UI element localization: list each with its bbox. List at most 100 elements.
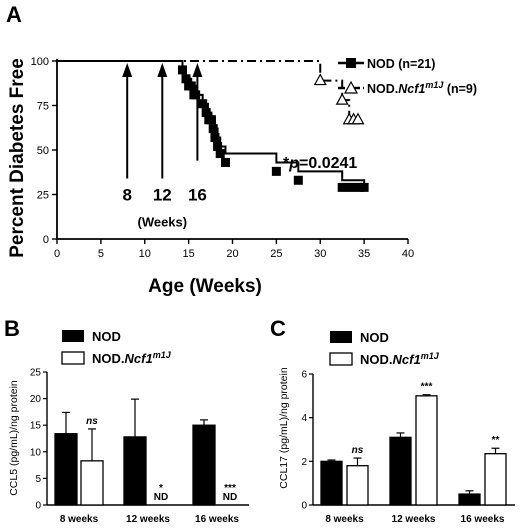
nod-square-marker	[271, 166, 281, 176]
x-tick-label: 5	[98, 248, 104, 260]
panel-a-ticks: 0 5 10 15 20 25 30 35 40 0 25 50 75 100	[31, 56, 414, 260]
p-value-symbol: p	[288, 155, 299, 172]
nod-square-marker	[186, 81, 196, 91]
significance-label: **	[492, 435, 500, 446]
nod-square-marker	[220, 157, 230, 167]
arrow-head	[122, 63, 133, 77]
panel-c-legend: NOD NOD.Ncf1m1J	[329, 330, 440, 367]
category-label: 8 weeks	[325, 514, 364, 525]
ncf1-triangle-marker	[335, 92, 349, 105]
bar-nod	[320, 460, 343, 506]
arrow-week-label: 16	[188, 186, 207, 205]
legend-label-nod: NOD (n=21)	[367, 57, 435, 71]
significance-label: ***	[224, 483, 236, 494]
nod-square-marker	[201, 108, 211, 118]
category-label: 16 weeks	[461, 514, 505, 525]
significance-label: ***	[421, 382, 433, 393]
nod-square-marker	[208, 124, 218, 134]
x-tick-label: 25	[270, 248, 282, 260]
bar-nod	[389, 436, 412, 506]
bar-nod	[458, 493, 481, 506]
panel-c-y-axis-title: CCL17 (pg/mL)/ng protein	[278, 367, 290, 489]
y-tick-label: 0	[301, 501, 307, 512]
x-tick-label: 35	[358, 248, 370, 260]
panel-b-bar-chart: CCL5 (pg/mL)/ng protein 0 5 10 15 20 25 ns 8 we…	[8, 329, 249, 525]
x-tick-label: 0	[54, 248, 60, 260]
not-detected-label: ND	[154, 492, 168, 503]
y-tick-label: 25	[37, 190, 49, 202]
nod-square-marker	[346, 182, 356, 192]
category-label: 12 weeks	[392, 514, 436, 525]
legend-label-ncf1: NOD.Ncf1m1J (n=9)	[367, 80, 477, 96]
y-tick-label: 0	[35, 501, 41, 512]
legend-swatch-ncf1	[61, 351, 85, 365]
nod-square-marker	[191, 90, 201, 100]
nod-square-marker	[181, 74, 191, 84]
significance-label: ns	[352, 445, 364, 456]
nod-square-marker	[177, 65, 187, 75]
y-tick-label: 20	[30, 394, 42, 405]
y-tick-label: 50	[37, 145, 49, 157]
y-tick-label: 10	[30, 447, 42, 458]
y-tick-label: 0	[43, 234, 49, 246]
bar-ncf1	[484, 453, 507, 506]
x-tick-label: 40	[402, 248, 414, 260]
bar-nod	[123, 436, 147, 506]
arrow-head	[192, 63, 203, 77]
y-tick-label: 2	[301, 457, 307, 468]
bar-ncf1	[415, 395, 438, 506]
bar-ncf1	[346, 465, 369, 506]
panel-c-bar-chart: CCL17 (pg/mL)/ng protein 0 2 4 6 ns 8 weeks **…	[278, 330, 515, 525]
y-tick-label: 100	[31, 56, 49, 68]
nod-square-marker	[293, 175, 303, 185]
legend-label-ncf1: NOD.Ncf1m1J	[92, 350, 172, 366]
panel-b-legend: NOD NOD.Ncf1m1J	[61, 329, 172, 366]
y-tick-label: 15	[30, 421, 42, 432]
y-tick-label: 5	[35, 474, 41, 485]
x-tick-label: 10	[139, 248, 151, 260]
y-tick-label: 6	[301, 370, 307, 381]
nod-square-marker	[359, 182, 369, 192]
category-label: 12 weeks	[126, 514, 170, 525]
p-value-number: =0.0241	[299, 155, 357, 172]
nod-square-marker	[206, 115, 216, 125]
nod-square-marker	[213, 141, 223, 151]
legend-swatch-nod	[330, 331, 352, 343]
legend-label-ncf1: NOD.Ncf1m1J	[360, 351, 440, 367]
arrow-caption: (Weeks)	[137, 215, 187, 230]
panel-a-x-axis-title: Age (Weeks)	[148, 276, 262, 297]
y-tick-label: 25	[30, 368, 42, 379]
panel-a-letter: A	[6, 2, 22, 27]
legend-open-triangle-marker	[343, 80, 359, 94]
nod-square-marker	[210, 133, 220, 143]
legend-swatch-ncf1	[329, 352, 353, 366]
panel-a-y-axis-title: Percent Diabetes Free	[7, 58, 28, 258]
panel-c-letter: C	[270, 316, 286, 341]
panel-a-arrows: 8 12 16(Weeks)	[122, 63, 207, 230]
arrow-week-label: 12	[153, 186, 172, 205]
legend-label-nod: NOD	[360, 330, 389, 345]
legend-filled-square-marker	[346, 58, 356, 68]
y-tick-label: 75	[37, 101, 49, 113]
panel-b-letter: B	[4, 316, 20, 341]
panel-a-survival-plot: Percent Diabetes Free Age (Weeks) 0 5 10 15…	[7, 56, 477, 297]
bar-ncf1	[80, 460, 104, 506]
y-tick-label: 4	[301, 413, 307, 424]
x-tick-label: 20	[226, 248, 238, 260]
arrow-head	[157, 63, 168, 77]
nod-square-marker	[198, 99, 208, 109]
legend-label-nod: NOD	[92, 329, 121, 344]
category-label: 16 weeks	[195, 514, 239, 525]
significance-label: *	[159, 483, 163, 494]
ncf1-triangle-marker	[313, 73, 327, 86]
legend-swatch-nod	[62, 330, 84, 342]
category-label: 8 weeks	[60, 514, 99, 525]
panel-a-p-value: *p=0.0241	[283, 155, 357, 172]
nod-square-marker	[337, 182, 347, 192]
significance-label: ns	[86, 416, 98, 427]
p-value-star: *	[283, 155, 290, 172]
arrow-week-label: 8	[122, 186, 131, 205]
ncf1-triangle-marker	[351, 112, 365, 125]
